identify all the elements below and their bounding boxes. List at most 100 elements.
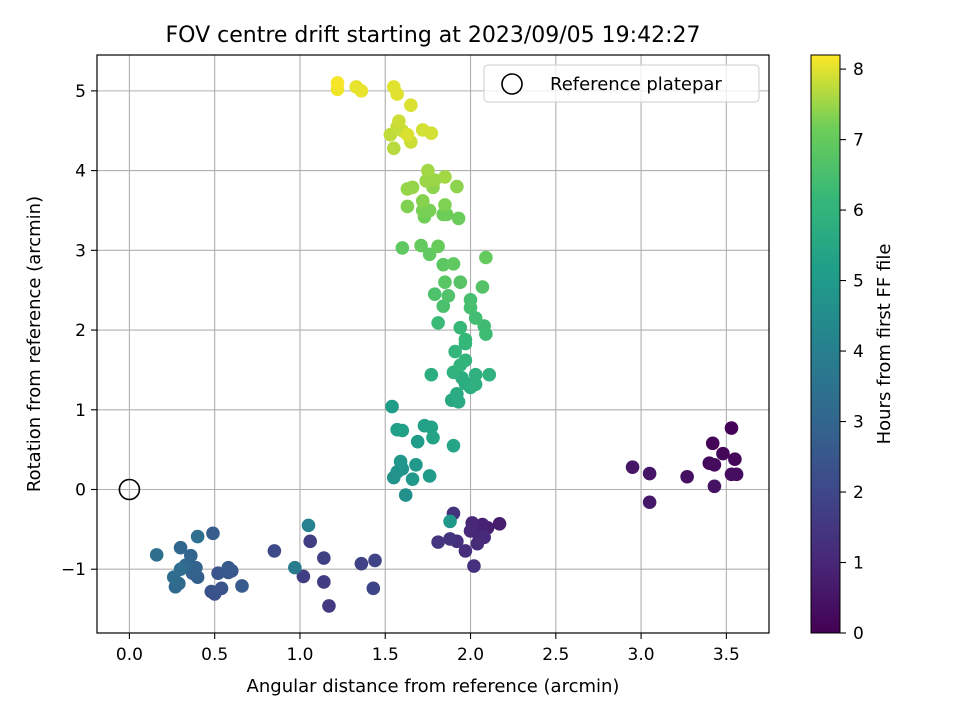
- x-tick-label: 1.5: [372, 645, 399, 665]
- data-point: [409, 457, 423, 472]
- y-axis-ticks: −1 0 1 2 3 4 5: [61, 82, 97, 580]
- data-point: [424, 126, 439, 140]
- data-point: [463, 292, 478, 307]
- data-point: [446, 438, 461, 453]
- data-point: [424, 420, 439, 435]
- data-point: [414, 238, 428, 253]
- colorbar-tick-label: 2: [853, 483, 864, 503]
- data-point: [728, 452, 742, 467]
- data-point: [438, 198, 452, 212]
- data-point: [436, 257, 451, 272]
- data-point: [724, 467, 739, 482]
- data-point: [404, 98, 418, 113]
- data-point: [221, 560, 236, 575]
- data-point: [206, 526, 220, 541]
- data-point: [467, 559, 481, 573]
- y-tick-label: 4: [75, 162, 86, 182]
- colorbar-tick-label: 0: [853, 624, 864, 644]
- data-point: [468, 367, 483, 382]
- data-point: [451, 211, 466, 226]
- x-tick-label: 3.5: [713, 645, 740, 665]
- colorbar-gradient: [810, 54, 841, 634]
- x-tick-label: 1.0: [286, 645, 313, 665]
- data-point: [405, 472, 420, 486]
- colorbar-tick-label: 1: [853, 554, 864, 574]
- plot-frame: [96, 54, 770, 634]
- colorbar-label: Hours from first FF file: [874, 244, 895, 445]
- x-tick-label: 0.5: [201, 645, 228, 665]
- x-tick-label: 3.0: [628, 645, 655, 665]
- grid: [97, 55, 769, 633]
- data-point: [431, 239, 445, 254]
- data-point: [448, 344, 462, 359]
- data-point: [424, 367, 439, 382]
- colorbar-tick-label: 8: [853, 60, 864, 80]
- data-point: [400, 127, 415, 142]
- data-points: [149, 76, 744, 613]
- data-point: [267, 544, 282, 558]
- data-point: [368, 553, 382, 568]
- legend: Reference platepar: [483, 64, 760, 103]
- colorbar-ticks: 0 1 2 3 4 5 6 7 8: [840, 60, 864, 644]
- data-point: [296, 569, 311, 584]
- data-point: [392, 114, 406, 128]
- data-point: [301, 518, 316, 533]
- chart-title: FOV centre drift starting at 2023/09/05 …: [166, 23, 701, 48]
- y-tick-label: 2: [75, 321, 86, 341]
- data-point: [422, 469, 437, 483]
- data-point: [468, 311, 483, 325]
- data-point: [468, 377, 483, 392]
- data-point: [438, 275, 452, 290]
- data-point: [190, 529, 205, 544]
- data-point: [463, 524, 478, 538]
- y-tick-label: 5: [75, 82, 86, 102]
- y-tick-label: 1: [75, 401, 86, 421]
- y-axis-label: Rotation from reference (arcmin): [24, 196, 45, 492]
- data-point: [149, 548, 164, 562]
- data-point: [492, 516, 507, 531]
- y-tick-label: 0: [75, 480, 86, 500]
- data-point: [450, 387, 464, 401]
- data-point: [349, 80, 364, 94]
- data-point: [443, 514, 457, 529]
- data-point: [303, 534, 317, 549]
- data-point: [436, 299, 451, 313]
- data-point: [450, 179, 464, 194]
- data-point: [441, 288, 456, 303]
- data-point: [385, 399, 399, 414]
- data-point: [625, 460, 640, 474]
- data-point: [477, 319, 491, 333]
- data-point: [431, 535, 445, 549]
- data-point: [415, 203, 430, 218]
- data-point: [354, 556, 369, 571]
- data-point: [288, 560, 302, 575]
- legend-box: [483, 64, 760, 103]
- data-point: [421, 163, 435, 178]
- data-point: [724, 421, 739, 435]
- data-point: [317, 551, 331, 565]
- data-point: [479, 250, 493, 265]
- data-point: [330, 76, 345, 90]
- data-point: [386, 80, 401, 94]
- x-axis-label: Angular distance from reference (arcmin): [247, 676, 620, 697]
- data-point: [446, 257, 461, 271]
- data-point: [410, 434, 425, 449]
- data-point: [705, 436, 720, 451]
- data-point: [322, 599, 336, 613]
- data-point: [211, 566, 225, 581]
- data-point: [422, 247, 437, 262]
- data-point: [427, 287, 442, 301]
- data-point: [214, 581, 229, 596]
- data-point: [443, 532, 457, 546]
- data-point: [470, 536, 485, 551]
- plot-area: [96, 54, 770, 634]
- data-point: [642, 466, 657, 481]
- x-tick-label: 2.0: [457, 645, 484, 665]
- y-tick-label: 3: [75, 241, 86, 261]
- y-tick-label: −1: [61, 560, 86, 580]
- data-point: [204, 584, 219, 599]
- colorbar: 0 1 2 3 4 5 6 7 8 Hours from first FF file: [810, 54, 895, 644]
- colorbar-tick-label: 7: [853, 131, 864, 151]
- colorbar-tick-label: 5: [853, 272, 864, 292]
